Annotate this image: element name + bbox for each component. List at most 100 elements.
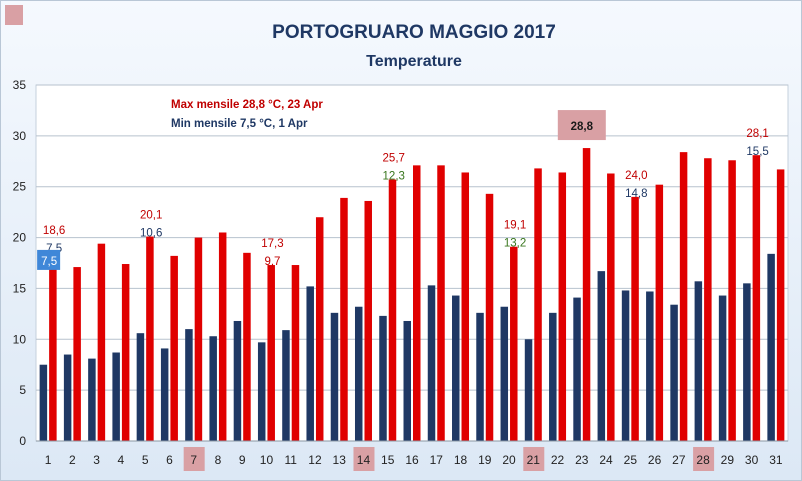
min-bar	[718, 295, 727, 441]
min-bar	[694, 281, 703, 441]
x-tick-label: 27	[672, 453, 686, 467]
min-bar	[524, 339, 533, 441]
max-bar	[558, 172, 567, 441]
min-bar	[330, 312, 339, 441]
max-callout-value: 28,8	[571, 121, 594, 133]
max-bar	[413, 165, 421, 441]
min-bar	[39, 364, 48, 441]
min-data-label: 9,7	[264, 256, 280, 268]
x-tick-label: 9	[239, 453, 246, 467]
max-bar	[267, 265, 275, 441]
x-tick-label: 12	[308, 453, 322, 467]
highlight-box	[183, 447, 205, 471]
x-tick-label: 15	[381, 453, 395, 467]
min-bar	[209, 336, 217, 441]
x-tick-label: 8	[215, 453, 222, 467]
max-bar	[776, 169, 785, 441]
x-tick-label: 29	[721, 453, 735, 467]
x-tick-label: 25	[624, 453, 638, 467]
max-data-label: 19,1	[504, 220, 526, 232]
min-bar	[452, 295, 460, 441]
min-data-label: 15,5	[746, 146, 768, 158]
x-tick-label: 11	[284, 453, 297, 467]
max-bar	[679, 152, 688, 442]
x-tick-label: 20	[502, 453, 516, 467]
y-tick-label: 15	[13, 281, 27, 295]
max-bar	[315, 217, 324, 441]
x-tick-label: 17	[430, 453, 444, 467]
min-callout-box	[37, 249, 61, 270]
max-bar	[97, 243, 106, 441]
min-data-label: 13,2	[504, 238, 526, 250]
min-bar	[549, 312, 557, 441]
y-tick-label: 20	[13, 231, 27, 245]
max-bar	[461, 172, 470, 441]
min-bar	[185, 329, 193, 441]
x-tick-label: 22	[551, 453, 565, 467]
x-tick-label: 28	[696, 453, 710, 467]
max-bar	[340, 197, 348, 441]
min-bar	[354, 306, 363, 441]
max-mensile-label: Max mensile 28,8 °C, 23 Apr	[171, 99, 323, 111]
min-bar	[621, 290, 630, 441]
x-tick-label: 5	[142, 453, 149, 467]
max-bar	[146, 236, 154, 441]
min-bar	[403, 320, 411, 441]
min-bar	[476, 312, 484, 441]
min-bar	[160, 348, 169, 441]
min-bar	[767, 253, 775, 441]
min-data-label: 12,3	[383, 171, 405, 183]
min-bar	[282, 330, 290, 441]
y-tick-label: 30	[13, 129, 27, 143]
max-data-label: 25,7	[383, 153, 405, 165]
min-bar	[257, 342, 266, 441]
max-bar	[388, 179, 397, 441]
x-tick-label: 3	[93, 453, 100, 467]
max-bar	[704, 158, 712, 441]
max-bar	[218, 232, 227, 441]
max-data-label: 17,3	[261, 238, 283, 250]
max-bar	[194, 237, 203, 441]
min-data-label: 14,8	[625, 188, 647, 200]
y-tick-label: 0	[19, 434, 26, 448]
y-tick-label: 35	[13, 78, 27, 92]
max-bar	[510, 246, 518, 441]
min-bar	[63, 354, 72, 441]
max-bar	[485, 193, 494, 441]
y-tick-label: 25	[13, 180, 27, 194]
max-callout-box	[557, 110, 606, 141]
max-bar	[121, 264, 130, 441]
min-bar	[88, 358, 96, 441]
chart-subtitle: Temperature	[366, 53, 462, 70]
min-bar	[306, 286, 314, 441]
x-tick-label: 6	[166, 453, 173, 467]
max-bar	[291, 265, 300, 441]
min-bar	[646, 291, 654, 441]
min-bar	[573, 297, 581, 441]
x-tick-label: 7	[190, 453, 197, 467]
max-bar	[631, 196, 639, 441]
max-bar	[170, 255, 178, 441]
x-tick-label: 24	[599, 453, 613, 467]
min-callout-value: 7,5	[41, 256, 57, 268]
max-bar	[655, 184, 664, 441]
x-tick-label: 14	[357, 453, 371, 467]
x-tick-label: 18	[454, 453, 468, 467]
max-bar	[49, 251, 57, 441]
min-bar	[427, 285, 436, 441]
max-data-label: 24,0	[625, 170, 647, 182]
corner-marker	[5, 5, 23, 25]
min-mensile-label: Min mensile 7,5 °C, 1 Apr	[171, 118, 308, 130]
y-tick-label: 10	[13, 332, 27, 346]
x-tick-label: 2	[69, 453, 76, 467]
max-bar	[582, 148, 591, 441]
min-bar	[743, 283, 751, 441]
min-bar	[112, 352, 120, 441]
min-bar	[597, 271, 606, 441]
x-tick-label: 26	[648, 453, 662, 467]
max-bar	[728, 160, 736, 442]
x-tick-label: 1	[45, 453, 52, 467]
min-bar	[233, 320, 242, 441]
chart-title: PORTOGRUARO MAGGIO 2017	[272, 22, 556, 43]
